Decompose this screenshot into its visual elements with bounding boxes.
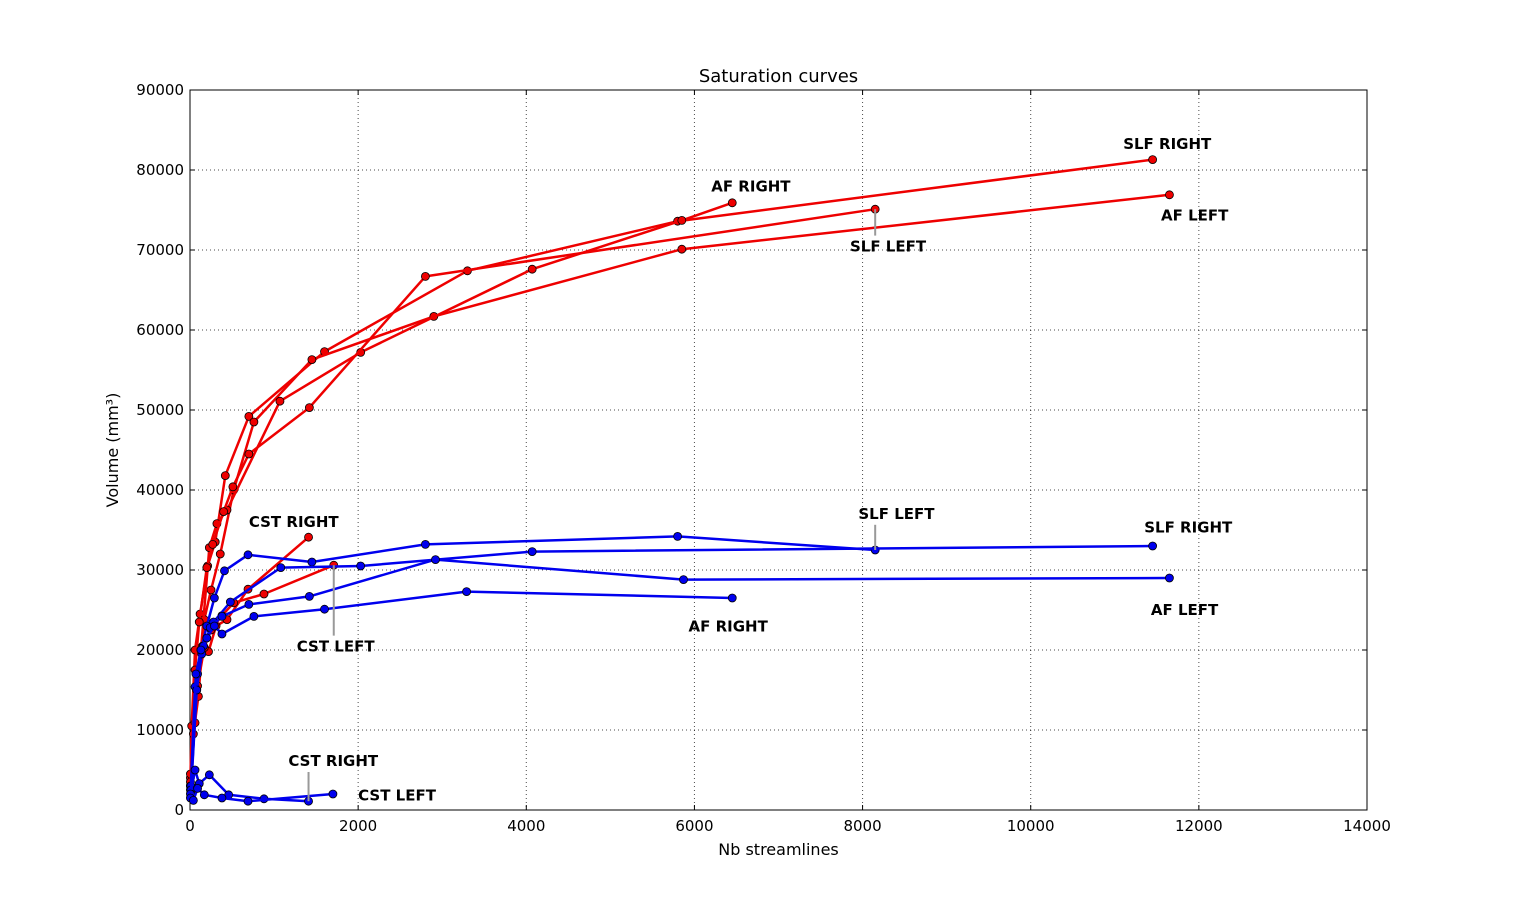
- data-point: [244, 449, 254, 459]
- y-tick-label: 10000: [136, 721, 184, 739]
- data-point: [193, 784, 202, 793]
- grid: [190, 90, 1367, 810]
- plot-frame: [189, 89, 1368, 811]
- x-tick-label: 2000: [339, 817, 377, 835]
- annotation-label: AF RIGHT: [689, 618, 769, 636]
- series-line: [189, 590, 733, 795]
- x-tick-label: 8000: [843, 817, 881, 835]
- data-point: [307, 557, 317, 567]
- data-point: [206, 585, 216, 595]
- data-point: [249, 417, 259, 427]
- annotations: SLF RIGHT AF RIGHT AF LEFT SLF LEFT CST RIGH…: [249, 135, 1233, 804]
- data-point: [220, 471, 230, 481]
- annotation-label: SLF RIGHT: [1123, 135, 1212, 153]
- data-point: [727, 198, 737, 208]
- data-point: [196, 645, 206, 655]
- data-point: [1165, 190, 1174, 200]
- x-axis-label: Nb streamlines: [718, 840, 839, 859]
- x-tick-label: 12000: [1175, 817, 1223, 835]
- annotation-label: SLF LEFT: [858, 505, 935, 523]
- data-point: [204, 770, 214, 780]
- data-point: [209, 621, 219, 631]
- y-tick-label: 20000: [136, 641, 184, 659]
- data-point: [194, 617, 204, 627]
- data-point: [677, 215, 687, 225]
- data-point: [217, 612, 227, 621]
- data-point: [356, 561, 366, 571]
- annotation-label: AF LEFT: [1151, 601, 1219, 619]
- data-point: [244, 600, 254, 609]
- x-tick-label: 0: [185, 817, 195, 835]
- y-tick-label: 60000: [136, 321, 184, 339]
- data-point: [202, 633, 212, 643]
- data-point: [215, 549, 225, 559]
- data-point: [243, 796, 253, 806]
- annotation-label: CST LEFT: [297, 638, 376, 656]
- data-point: [208, 540, 218, 549]
- data-point: [243, 550, 253, 560]
- data-point: [677, 244, 687, 254]
- data-point: [304, 403, 314, 413]
- series-blue-cst-left: [186, 784, 338, 806]
- data-point: [228, 482, 238, 492]
- data-point: [217, 629, 227, 639]
- annotation-label: AF LEFT: [1161, 206, 1229, 224]
- data-point: [219, 507, 229, 517]
- data-point: [225, 597, 235, 607]
- annotation-label: SLF LEFT: [850, 238, 927, 256]
- y-axis-label: Volume (mm³): [103, 393, 122, 508]
- data-point: [190, 765, 200, 775]
- x-tick-label: 6000: [675, 817, 713, 835]
- data-point: [275, 396, 285, 406]
- data-point: [202, 563, 212, 572]
- annotation-label: CST RIGHT: [249, 513, 340, 531]
- data-point: [462, 587, 471, 596]
- data-point: [420, 271, 430, 281]
- data-point: [304, 592, 314, 601]
- data-point: [527, 547, 537, 556]
- data-point: [1148, 155, 1158, 165]
- data-point: [199, 790, 209, 800]
- x-tick-label: 4000: [507, 817, 545, 835]
- data-point: [307, 355, 317, 365]
- data-point: [188, 796, 198, 805]
- annotation-label: SLF RIGHT: [1144, 518, 1233, 536]
- data-point: [679, 575, 688, 584]
- data-point: [320, 604, 329, 614]
- data-point: [673, 532, 683, 541]
- data-point: [249, 612, 259, 621]
- y-tick-label: 30000: [136, 561, 184, 579]
- annotation-label: AF RIGHT: [711, 178, 791, 196]
- data-point: [276, 563, 286, 572]
- annotation-label: CST LEFT: [358, 786, 437, 804]
- data-point: [220, 566, 229, 576]
- data-point: [1148, 541, 1158, 551]
- data-point: [304, 532, 313, 542]
- y-tick-label: 40000: [136, 481, 184, 499]
- data-point: [1165, 573, 1174, 583]
- x-tick-label: 14000: [1343, 817, 1391, 835]
- data-point: [259, 589, 269, 599]
- data-point: [244, 411, 254, 421]
- data-point: [431, 555, 440, 564]
- data-point: [191, 669, 201, 679]
- axes: 0 2000 4000 6000 8000 10000 12000 14000 0 10000 20…: [136, 81, 1391, 835]
- y-tick-label: 50000: [136, 401, 184, 419]
- y-tick-label: 70000: [136, 241, 184, 259]
- data-point: [209, 593, 219, 603]
- data-point: [420, 540, 430, 549]
- annotation-label: CST RIGHT: [288, 752, 379, 770]
- data-point: [217, 793, 227, 803]
- data-point: [527, 264, 537, 274]
- y-tick-label: 90000: [136, 81, 184, 99]
- data-point: [328, 789, 338, 799]
- y-tick-label: 0: [174, 801, 184, 819]
- x-tick-label: 10000: [1007, 817, 1055, 835]
- chart-title: Saturation curves: [699, 66, 858, 87]
- data-point: [727, 593, 737, 603]
- y-tick-label: 80000: [136, 161, 184, 179]
